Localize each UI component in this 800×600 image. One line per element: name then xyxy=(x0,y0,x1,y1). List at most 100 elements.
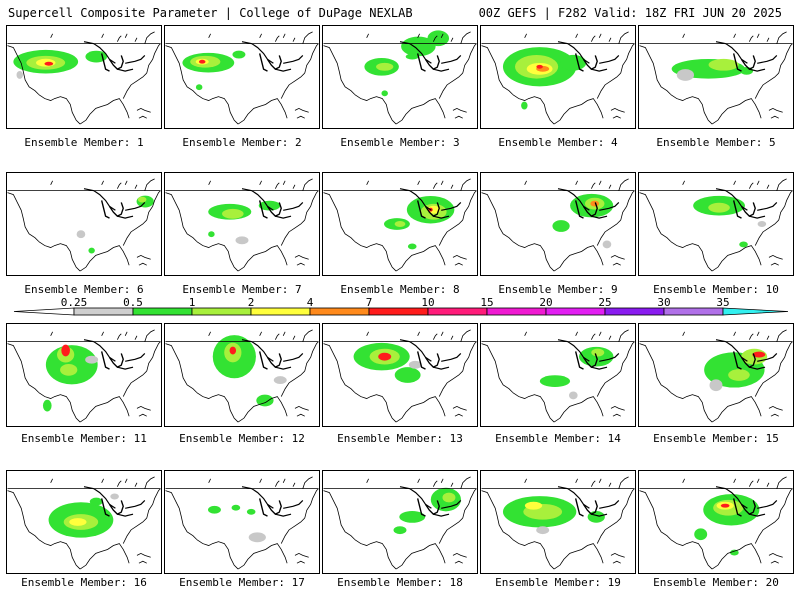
ensemble-member-map xyxy=(480,172,636,276)
member-map-canvas xyxy=(323,329,477,423)
colorbar-tick-label: 2 xyxy=(248,296,255,309)
colorbar-high-arrow xyxy=(722,307,789,316)
member-map-canvas xyxy=(7,31,161,125)
scp-contour-area xyxy=(222,208,244,219)
ensemble-member-label: Ensemble Member: 7 xyxy=(182,283,302,296)
member-map-canvas xyxy=(639,31,793,125)
scp-contour-area xyxy=(728,369,750,381)
scp-contour-area xyxy=(427,205,441,214)
ensemble-member-map xyxy=(480,323,636,427)
scp-contour-area xyxy=(708,58,739,71)
scp-contour-area xyxy=(752,351,766,358)
ensemble-member-label: Ensemble Member: 14 xyxy=(495,432,621,445)
scp-contour-area xyxy=(110,493,119,500)
colorbar-segment xyxy=(309,307,370,316)
ensemble-member-map xyxy=(164,470,320,574)
scp-contour-area xyxy=(408,360,422,369)
member-map-canvas xyxy=(7,329,161,423)
member-map-canvas xyxy=(481,31,635,125)
scp-contour-area xyxy=(88,247,95,254)
basemap-outline xyxy=(7,31,161,125)
scp-contour-area xyxy=(394,221,406,227)
basemap-outline xyxy=(7,178,161,272)
colorbar-tick-label: 25 xyxy=(598,296,611,309)
product-title: Supercell Composite Parameter | College … xyxy=(8,6,413,20)
ensemble-member-label: Ensemble Member: 11 xyxy=(21,432,147,445)
ensemble-member-label: Ensemble Member: 2 xyxy=(182,136,302,149)
scp-contour-area xyxy=(69,518,87,526)
ensemble-member-label: Ensemble Member: 17 xyxy=(179,576,305,589)
scp-contour-area xyxy=(207,505,221,514)
scp-contour-area xyxy=(85,355,99,364)
scp-contour-area xyxy=(401,36,436,57)
scp-contour-area xyxy=(405,53,419,60)
member-map-canvas xyxy=(639,476,793,570)
member-map-canvas xyxy=(639,329,793,423)
colorbar-segment xyxy=(368,307,429,316)
scp-contour-area xyxy=(378,352,392,361)
scp-contour-area xyxy=(229,346,237,355)
basemap-outline xyxy=(639,178,793,272)
ensemble-member-map xyxy=(164,172,320,276)
member-map-canvas xyxy=(639,178,793,272)
colorbar-segment xyxy=(427,307,488,316)
colorbar-segment xyxy=(486,307,547,316)
ensemble-member-label: Ensemble Member: 19 xyxy=(495,576,621,589)
scp-contour-area xyxy=(381,90,388,97)
scp-contour-area xyxy=(60,364,78,376)
colorbar-tick-label: 7 xyxy=(366,296,373,309)
scp-contour-area xyxy=(739,241,748,248)
member-map-canvas xyxy=(165,329,319,423)
member-map-canvas xyxy=(323,476,477,570)
colorbar-tick-label: 30 xyxy=(657,296,670,309)
scp-contour-area xyxy=(709,379,723,392)
scp-contour-area xyxy=(198,59,206,64)
member-map-canvas xyxy=(165,31,319,125)
ensemble-member-label: Ensemble Member: 3 xyxy=(340,136,460,149)
ensemble-member-map xyxy=(6,323,162,427)
colorbar-segment xyxy=(604,307,665,316)
scp-contour-area xyxy=(76,230,86,239)
ensemble-member-map xyxy=(638,172,794,276)
ensemble-member-map xyxy=(6,172,162,276)
member-map-canvas xyxy=(7,476,161,570)
scp-contour-area xyxy=(536,526,550,535)
ensemble-member-label: Ensemble Member: 12 xyxy=(179,432,305,445)
scp-contour-area xyxy=(730,549,739,556)
ensemble-member-label: Ensemble Member: 10 xyxy=(653,283,779,296)
ensemble-member-map xyxy=(6,470,162,574)
scp-contour-area xyxy=(248,532,266,543)
scp-contour-area xyxy=(521,101,528,110)
scp-contour-area xyxy=(591,348,605,357)
scp-contour-area xyxy=(273,376,287,385)
ensemble-member-label: Ensemble Member: 6 xyxy=(24,283,144,296)
color-scale-bar: 0.25 0.5 1 2 4 7 10 15 20 25 30 35 xyxy=(13,296,789,316)
ensemble-member-map xyxy=(480,470,636,574)
ensemble-member-label: Ensemble Member: 9 xyxy=(498,283,618,296)
scp-contour-area xyxy=(399,511,426,523)
ensemble-member-map xyxy=(6,25,162,129)
colorbar-segment xyxy=(191,307,252,316)
scp-contour-area xyxy=(427,30,450,47)
scp-contour-area xyxy=(195,84,203,91)
scp-contour-area xyxy=(552,220,570,232)
scp-contour-area xyxy=(560,54,587,71)
member-map-canvas xyxy=(481,476,635,570)
colorbar-low-arrow xyxy=(13,307,75,316)
ensemble-member-label: Ensemble Member: 15 xyxy=(653,432,779,445)
scp-contour-area xyxy=(246,508,256,515)
scp-contour-area xyxy=(708,202,730,213)
colorbar-segment xyxy=(663,307,724,316)
scp-contour-area xyxy=(407,243,417,250)
ensemble-member-label: Ensemble Member: 4 xyxy=(498,136,618,149)
scp-contour-area xyxy=(524,501,543,510)
ensemble-member-label: Ensemble Member: 1 xyxy=(24,136,144,149)
colorbar-tick-label: 0.5 xyxy=(123,296,143,309)
scp-contour-area xyxy=(676,69,695,81)
scp-contour-area xyxy=(16,71,23,79)
ensemble-member-map xyxy=(322,172,478,276)
basemap-outline xyxy=(323,31,477,125)
ensemble-member-label: Ensemble Member: 8 xyxy=(340,283,460,296)
ensemble-member-label: Ensemble Member: 13 xyxy=(337,432,463,445)
member-map-canvas xyxy=(481,329,635,423)
